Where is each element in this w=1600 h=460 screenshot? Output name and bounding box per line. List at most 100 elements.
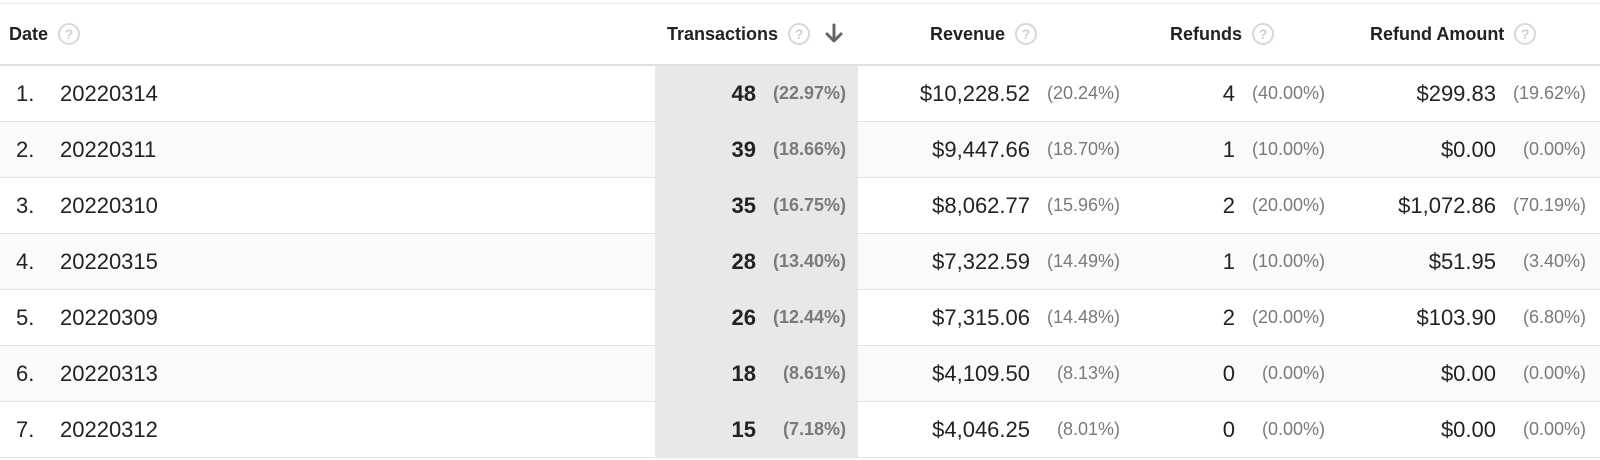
refunds-header-label[interactable]: Refunds — [1170, 23, 1242, 44]
help-icon[interactable]: ? — [788, 23, 811, 45]
refunds-value: 1 — [1222, 248, 1235, 274]
revenue-value: $7,322.59 — [932, 248, 1030, 274]
date-cell[interactable]: 20220314 — [60, 80, 158, 106]
date-column-header[interactable]: Date ? — [9, 4, 81, 64]
date-cell[interactable]: 20220310 — [60, 192, 158, 218]
refund-amount-value: $1,072.86 — [1398, 192, 1496, 218]
row-index: 6. — [16, 360, 35, 386]
sorted-column-highlight — [655, 346, 858, 401]
transactions-value: 35 — [731, 192, 756, 218]
date-header-label[interactable]: Date — [9, 23, 49, 44]
table-row: 4. 20220315 28 (13.40%) $7,322.59 (14.49… — [0, 234, 1600, 290]
refund-amount-percent: (0.00%) — [1522, 139, 1586, 159]
transactions-percent: (8.61%) — [782, 363, 846, 383]
refunds-percent: (20.00%) — [1251, 195, 1325, 215]
help-icon[interactable]: ? — [1514, 23, 1537, 45]
refund-amount-percent: (0.00%) — [1522, 419, 1586, 439]
revenue-percent: (8.13%) — [1056, 363, 1120, 383]
refund-amount-cell: $0.00 (0.00%) — [1325, 346, 1586, 401]
sort-descending-icon[interactable] — [824, 23, 844, 45]
transactions-value: 15 — [731, 416, 756, 442]
transactions-cell: 35 (16.75%) — [655, 178, 858, 233]
refund-amount-value: $103.90 — [1416, 304, 1496, 330]
transactions-cell: 15 (7.18%) — [655, 402, 858, 457]
transactions-value: 28 — [731, 248, 756, 274]
transactions-percent: (22.97%) — [772, 83, 846, 103]
row-index: 5. — [16, 304, 35, 330]
revenue-value: $4,109.50 — [932, 360, 1030, 386]
refund-amount-percent: (0.00%) — [1522, 363, 1586, 383]
refunds-percent: (20.00%) — [1251, 307, 1325, 327]
revenue-value: $8,062.77 — [932, 192, 1030, 218]
revenue-cell: $9,447.66 (18.70%) — [858, 122, 1121, 177]
refund-amount-column-header[interactable]: Refund Amount ? — [1370, 4, 1537, 64]
transactions-cell: 39 (18.66%) — [655, 122, 858, 177]
revenue-value: $7,315.06 — [932, 304, 1030, 330]
refunds-value: 2 — [1222, 192, 1235, 218]
help-icon[interactable]: ? — [1252, 23, 1274, 45]
date-cell[interactable]: 20220311 — [60, 136, 157, 162]
date-cell[interactable]: 20220313 — [60, 360, 158, 386]
refunds-value: 2 — [1222, 304, 1235, 330]
row-index: 3. — [16, 192, 35, 218]
refund-amount-header-label[interactable]: Refund Amount — [1370, 23, 1505, 44]
revenue-percent: (18.70%) — [1046, 139, 1120, 159]
revenue-percent: (15.96%) — [1046, 195, 1120, 215]
revenue-cell: $10,228.52 (20.24%) — [858, 66, 1121, 121]
refunds-cell: 0 (0.00%) — [1121, 402, 1325, 457]
refunds-value: 1 — [1222, 136, 1235, 162]
revenue-percent: (20.24%) — [1046, 83, 1120, 103]
revenue-header-label[interactable]: Revenue — [930, 23, 1006, 44]
refunds-percent: (0.00%) — [1261, 419, 1325, 439]
refund-amount-cell: $0.00 (0.00%) — [1325, 122, 1586, 177]
refunds-value: 0 — [1222, 416, 1235, 442]
table-header-row: Date ? Transactions ? Revenue ? Refunds … — [0, 4, 1600, 66]
help-icon[interactable]: ? — [1015, 23, 1038, 45]
refunds-cell: 4 (40.00%) — [1121, 66, 1325, 121]
transactions-column-header[interactable]: Transactions ? — [667, 4, 844, 64]
refund-amount-value: $0.00 — [1440, 416, 1496, 442]
refunds-cell: 2 (20.00%) — [1121, 290, 1325, 345]
refunds-cell: 2 (20.00%) — [1121, 178, 1325, 233]
sorted-column-highlight — [655, 290, 858, 345]
transactions-cell: 26 (12.44%) — [655, 290, 858, 345]
date-cell[interactable]: 20220315 — [60, 248, 158, 274]
revenue-cell: $4,109.50 (8.13%) — [858, 346, 1121, 401]
revenue-value: $9,447.66 — [932, 136, 1030, 162]
refunds-percent: (0.00%) — [1261, 363, 1325, 383]
sorted-column-highlight — [655, 402, 858, 457]
transactions-value: 39 — [731, 136, 756, 162]
table-row: 1. 20220314 48 (22.97%) $10,228.52 (20.2… — [0, 66, 1600, 122]
row-index: 1. — [16, 80, 35, 106]
table-row: 5. 20220309 26 (12.44%) $7,315.06 (14.48… — [0, 290, 1600, 346]
refunds-percent: (10.00%) — [1251, 251, 1325, 271]
refunds-column-header[interactable]: Refunds ? — [1170, 4, 1274, 64]
refund-amount-cell: $299.83 (19.62%) — [1325, 66, 1586, 121]
sorted-column-highlight — [655, 178, 858, 233]
transactions-value: 48 — [731, 80, 756, 106]
row-index: 7. — [16, 416, 35, 442]
revenue-cell: $7,322.59 (14.49%) — [858, 234, 1121, 289]
row-index: 4. — [16, 248, 35, 274]
refunds-percent: (10.00%) — [1251, 139, 1325, 159]
row-index: 2. — [16, 136, 35, 162]
revenue-cell: $4,046.25 (8.01%) — [858, 402, 1121, 457]
sorted-column-highlight — [655, 122, 858, 177]
refunds-value: 4 — [1222, 80, 1235, 106]
revenue-percent: (8.01%) — [1056, 419, 1120, 439]
revenue-column-header[interactable]: Revenue ? — [930, 4, 1038, 64]
transactions-value: 18 — [731, 360, 756, 386]
date-cell[interactable]: 20220312 — [60, 416, 158, 442]
transactions-percent: (7.18%) — [782, 419, 846, 439]
revenue-percent: (14.49%) — [1046, 251, 1120, 271]
help-icon[interactable]: ? — [58, 23, 81, 45]
refund-amount-percent: (70.19%) — [1512, 195, 1586, 215]
table-row: 3. 20220310 35 (16.75%) $8,062.77 (15.96… — [0, 178, 1600, 234]
date-cell[interactable]: 20220309 — [60, 304, 158, 330]
table-row: 6. 20220313 18 (8.61%) $4,109.50 (8.13%)… — [0, 346, 1600, 402]
transactions-header-label[interactable]: Transactions — [667, 23, 779, 44]
revenue-value: $4,046.25 — [932, 416, 1030, 442]
refund-amount-cell: $103.90 (6.80%) — [1325, 290, 1586, 345]
refunds-percent: (40.00%) — [1251, 83, 1325, 103]
sorted-column-highlight — [655, 234, 858, 289]
